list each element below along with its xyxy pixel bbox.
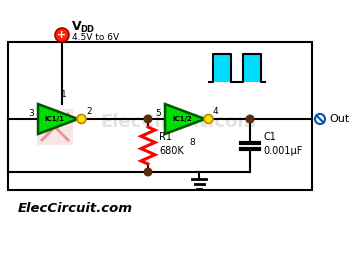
- Circle shape: [205, 116, 212, 123]
- Polygon shape: [165, 104, 205, 134]
- Text: 8: 8: [189, 138, 195, 147]
- Text: IC1/2: IC1/2: [172, 116, 192, 122]
- Circle shape: [204, 115, 213, 124]
- Text: IC1/1: IC1/1: [45, 116, 65, 122]
- Text: ElecCircuit.com: ElecCircuit.com: [18, 202, 133, 215]
- Text: R1: R1: [159, 132, 172, 143]
- Circle shape: [55, 28, 69, 42]
- Text: Output: Output: [329, 114, 350, 124]
- Text: DD: DD: [80, 25, 94, 33]
- Circle shape: [246, 115, 254, 123]
- Text: ElecCircuit.com: ElecCircuit.com: [100, 113, 256, 131]
- Text: 4.5V to 6V: 4.5V to 6V: [72, 33, 119, 42]
- Text: C1: C1: [263, 132, 276, 142]
- Text: 1: 1: [61, 90, 67, 99]
- Text: 2: 2: [86, 108, 92, 116]
- Text: 4: 4: [213, 108, 219, 116]
- Bar: [8, 42, 312, 190]
- Text: 5: 5: [155, 108, 161, 117]
- Text: +: +: [57, 30, 66, 40]
- Text: 3: 3: [28, 108, 34, 117]
- Circle shape: [78, 116, 85, 123]
- Text: V: V: [72, 19, 82, 33]
- Circle shape: [144, 168, 152, 176]
- Bar: [37, 109, 73, 145]
- Circle shape: [77, 115, 86, 124]
- Circle shape: [315, 114, 325, 124]
- Bar: [213, 54, 231, 82]
- Polygon shape: [38, 104, 78, 134]
- Bar: [243, 54, 261, 82]
- Text: 0.001μF: 0.001μF: [263, 146, 302, 155]
- Circle shape: [144, 115, 152, 123]
- Text: 680K: 680K: [159, 147, 184, 156]
